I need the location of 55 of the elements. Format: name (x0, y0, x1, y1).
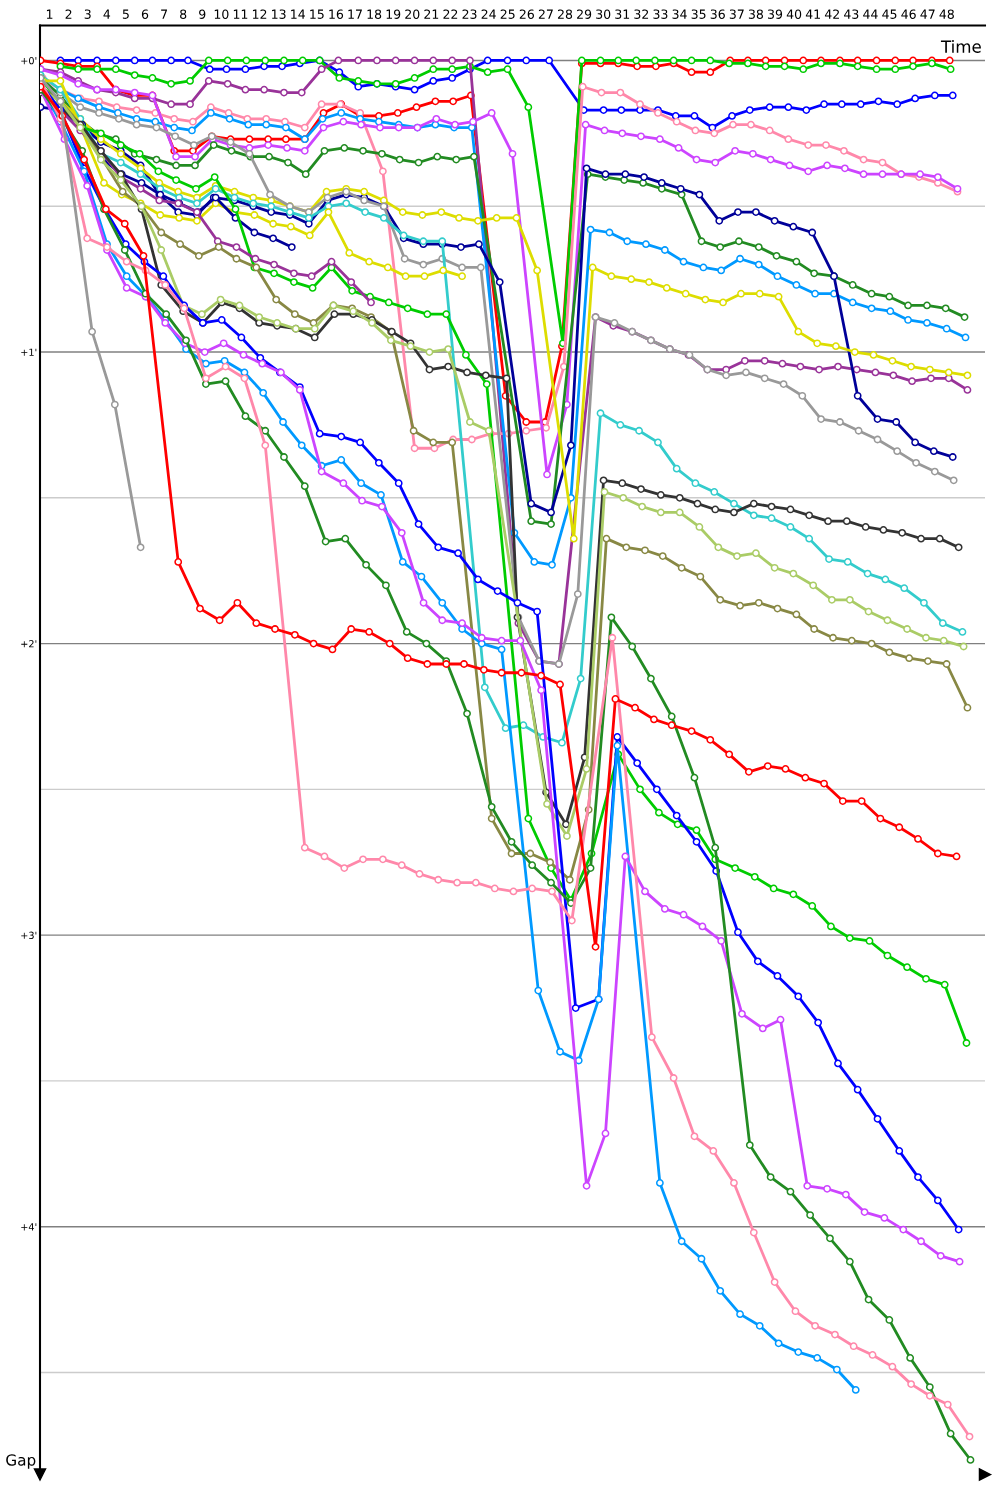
x-tick-label: 36 (710, 9, 725, 19)
x-tick-label: 45 (882, 9, 897, 19)
y-tick-label: +0' (21, 56, 37, 65)
x-tick-label: 10 (214, 9, 229, 19)
x-tick-label: 11 (233, 9, 248, 19)
x-tick-label: 15 (310, 9, 324, 19)
x-tick-label: 24 (481, 9, 496, 19)
x-tick-label: 1 (46, 9, 53, 19)
x-tick-label: 26 (519, 9, 534, 19)
y-axis-title: Gap (6, 1454, 36, 1469)
x-tick-label: 34 (672, 9, 687, 19)
x-tick-label: 2 (65, 9, 72, 19)
x-tick-label: 8 (180, 9, 187, 19)
x-tick-label: 37 (729, 9, 744, 19)
x-tick-label: 20 (405, 9, 420, 19)
x-tick-label: 29 (577, 9, 592, 19)
x-tick-label: 13 (272, 9, 286, 19)
x-tick-label: 4 (103, 9, 111, 19)
x-tick-label: 9 (199, 9, 206, 19)
x-tick-label: 41 (805, 9, 820, 19)
x-tick-label: 30 (596, 9, 611, 19)
x-tick-label: 28 (557, 9, 573, 19)
x-tick-label: 33 (653, 9, 668, 19)
x-tick-label: 21 (424, 9, 439, 19)
x-tick-label: 40 (786, 9, 802, 19)
x-tick-label: 3 (84, 9, 91, 19)
x-tick-label: 31 (615, 9, 630, 19)
x-tick-label: 48 (939, 9, 954, 19)
x-tick-label: 35 (691, 9, 706, 19)
x-tick-label: 7 (161, 9, 167, 19)
y-tick-label: +2' (21, 640, 37, 648)
y-tick-label: +3' (21, 931, 37, 939)
x-tick-label: 38 (748, 9, 764, 19)
y-tick-label: +1' (21, 348, 37, 356)
x-tick-label: 43 (844, 9, 859, 19)
x-tick-label: 25 (500, 9, 515, 19)
x-tick-label: 12 (252, 9, 267, 19)
x-tick-label: 16 (329, 9, 344, 19)
x-tick-label: 47 (920, 9, 935, 19)
x-tick-label: 42 (824, 9, 839, 19)
x-tick-label: 18 (367, 9, 382, 19)
y-tick-label: +4' (21, 1223, 37, 1231)
x-tick-label: 23 (462, 9, 477, 19)
x-axis-title: Time (940, 39, 981, 53)
x-tick-label: 32 (634, 9, 649, 19)
x-tick-label: 6 (141, 9, 149, 19)
x-tick-label: 17 (348, 9, 362, 19)
x-tick-label: 19 (386, 9, 401, 19)
x-tick-label: 27 (538, 9, 553, 19)
x-tick-label: 5 (122, 9, 129, 19)
x-tick-label: 46 (901, 9, 916, 19)
x-tick-label: 14 (291, 9, 305, 19)
x-tick-label: 39 (768, 9, 783, 19)
x-tick-label: 22 (443, 9, 458, 19)
x-tick-label: 44 (863, 9, 878, 19)
